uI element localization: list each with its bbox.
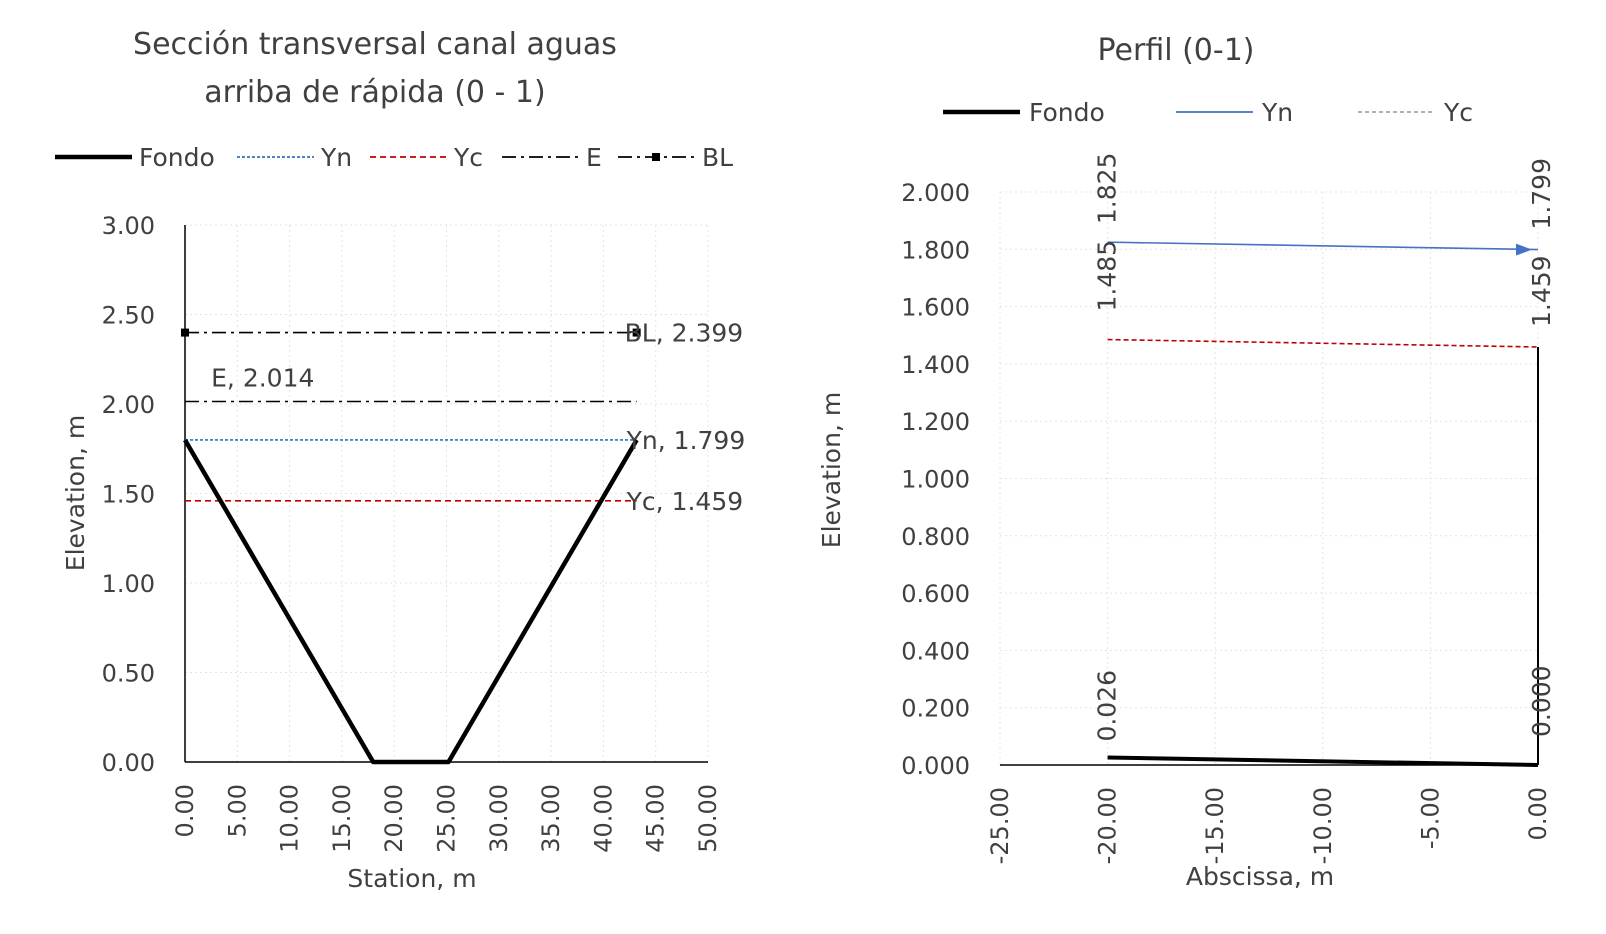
data-label: 1.485 [1093, 240, 1122, 312]
legend-label-e: E [586, 143, 602, 172]
x-tick-label: 10.00 [276, 784, 304, 853]
y-tick-label: 0.800 [901, 523, 970, 551]
x-tick-label: 25.00 [433, 784, 461, 853]
data-label: 0.000 [1527, 665, 1556, 737]
chart-title-line: Sección transversal canal aguas [133, 27, 617, 62]
y-tick-label: 0.000 [901, 752, 970, 780]
x-axis-title: Abscissa, m [1186, 862, 1334, 891]
x-tick-label: -20.00 [1094, 787, 1122, 864]
series-fondo [1107, 755, 1539, 767]
x-axis-title: Station, m [347, 864, 476, 893]
x-tick-label: 15.00 [328, 784, 356, 853]
x-tick-label: 5.00 [223, 784, 251, 837]
x-tick-label: -10.00 [1309, 787, 1337, 864]
x-tick-label: 40.00 [589, 784, 617, 853]
data-label: Yc, 1.459 [626, 487, 743, 516]
x-tick-label: 0.00 [1524, 787, 1552, 840]
y-tick-label: 1.00 [102, 570, 155, 598]
profile-chart: Perfil (0-1) Fondo Yn Yc 0.000 0.200 0.400 0.… [800, 0, 1606, 930]
chart-title-line: arriba de rápida (0 - 1) [204, 75, 545, 110]
y-tick-label: 0.200 [901, 695, 970, 723]
y-tick-label: 1.800 [901, 236, 970, 264]
y-tick-label: 1.000 [901, 466, 970, 494]
cross-section-chart: Sección transversal canal aguas arriba de… [0, 0, 790, 930]
x-tick-label: 20.00 [380, 784, 408, 853]
legend-label-bl: BL [702, 143, 733, 172]
series-fondo [183, 438, 639, 765]
legend-label-fondo: Fondo [139, 143, 215, 172]
y-axis-title: Elevation, m [817, 392, 846, 548]
legend-label-yc: Yc [1443, 98, 1473, 127]
legend-label-fondo: Fondo [1029, 98, 1105, 127]
x-tick-label: 30.00 [485, 784, 513, 853]
x-tick-label: -5.00 [1416, 787, 1444, 849]
x-tick-label: -15.00 [1201, 787, 1229, 864]
data-label: E, 2.014 [211, 363, 314, 392]
legend-label-yn: Yn [1261, 98, 1293, 127]
bl-marker [181, 328, 189, 337]
yn-arrowhead [1516, 243, 1532, 256]
y-tick-label: 1.200 [901, 408, 970, 436]
y-tick-label: 1.400 [901, 351, 970, 379]
legend-marker-bl [652, 153, 660, 161]
y-tick-label: 2.000 [901, 179, 970, 207]
series-yn [1107, 241, 1539, 251]
x-tick-label: 50.00 [694, 784, 722, 853]
y-tick-label: 2.50 [102, 302, 155, 330]
y-tick-label: 3.00 [102, 212, 155, 240]
x-tick-label: 0.00 [171, 784, 199, 837]
x-tick-label: 35.00 [537, 784, 565, 853]
y-tick-label: 0.400 [901, 637, 970, 665]
x-tick-label: -25.00 [986, 787, 1014, 864]
profile-chart-svg: Perfil (0-1) Fondo Yn Yc 0.000 0.200 0.400 0.… [817, 33, 1556, 891]
x-tick-label: 45.00 [642, 784, 670, 853]
y-axis-title: Elevation, m [61, 415, 90, 571]
data-label: 1.825 [1093, 153, 1122, 225]
legend-label-yc: Yc [453, 143, 483, 172]
data-label: 1.459 [1527, 255, 1556, 327]
chart-title: Perfil (0-1) [1098, 33, 1255, 68]
y-tick-label: 0.00 [102, 749, 155, 777]
data-label: BL, 2.399 [625, 319, 744, 348]
bl-marker [632, 328, 641, 337]
cross-section-chart-svg: Sección transversal canal aguas arriba de… [55, 27, 746, 893]
data-label: 1.799 [1527, 158, 1556, 230]
y-tick-label: 1.600 [901, 294, 970, 322]
y-tick-label: 2.00 [102, 391, 155, 419]
y-tick-label: 1.50 [102, 481, 155, 509]
y-tick-label: 0.50 [102, 660, 155, 688]
legend-label-yn: Yn [320, 143, 352, 172]
y-tick-label: 0.600 [901, 580, 970, 608]
data-label: 0.026 [1093, 670, 1122, 742]
data-label: Yn, 1.799 [626, 426, 746, 455]
